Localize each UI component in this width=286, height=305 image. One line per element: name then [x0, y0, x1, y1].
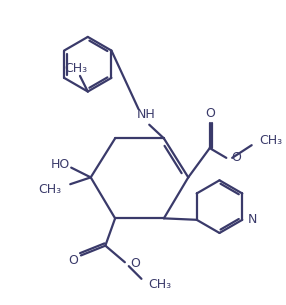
Text: CH₃: CH₃: [65, 62, 88, 75]
Text: CH₃: CH₃: [259, 134, 283, 147]
Text: CH₃: CH₃: [38, 183, 61, 196]
Text: HO: HO: [51, 158, 70, 171]
Text: O: O: [68, 254, 78, 267]
Text: NH: NH: [137, 109, 156, 121]
Text: CH₃: CH₃: [148, 278, 171, 291]
Text: O: O: [205, 107, 215, 120]
Text: N: N: [248, 213, 257, 226]
Text: O: O: [131, 257, 141, 270]
Text: O: O: [231, 151, 241, 164]
